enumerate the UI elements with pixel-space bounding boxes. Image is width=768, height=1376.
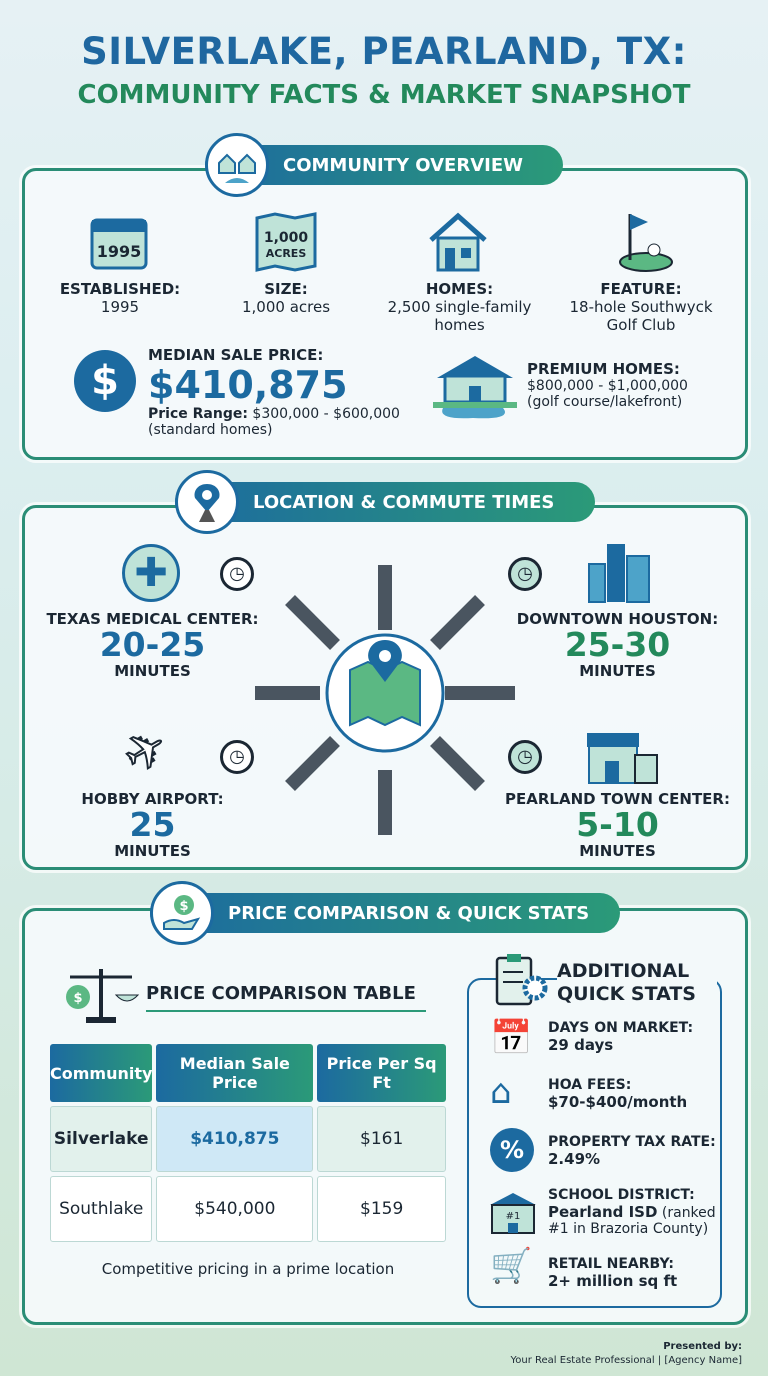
city-skyline-icon: [588, 544, 650, 603]
table-cell: $161: [317, 1106, 446, 1172]
table-title: PRICE COMPARISON TABLE: [146, 983, 426, 1012]
hand-dollar-icon: $: [150, 881, 214, 945]
table-row: Southlake $540,000 $159: [50, 1176, 446, 1242]
stat-days-on-market: DAYS ON MARKET: 29 days: [548, 1020, 694, 1054]
median-price-block: MEDIAN SALE PRICE: $410,875 Price Range:…: [148, 346, 400, 438]
svg-text:$: $: [73, 991, 82, 1006]
premium-label: PREMIUM HOMES:: [527, 360, 680, 378]
price-table: Community Median Sale Price Price Per Sq F…: [46, 1040, 450, 1246]
scale-icon: $: [66, 969, 140, 1023]
column-header: Community: [50, 1044, 153, 1102]
calendar-check-icon: 📅: [490, 1018, 533, 1058]
clock-icon: ◷: [220, 740, 254, 774]
median-value: $410,875: [148, 363, 348, 407]
clock-icon: ◷: [508, 740, 542, 774]
clock-icon: ◷: [220, 557, 254, 591]
overview-banner: COMMUNITY OVERVIEW: [205, 133, 563, 197]
prices-title: PRICE COMPARISON & QUICK STATS: [228, 902, 590, 924]
table-cell: $159: [317, 1176, 446, 1242]
golf-flag-icon: [618, 210, 674, 276]
neighborhood-icon: [205, 133, 269, 197]
dollar-icon: $: [74, 350, 136, 412]
title-line2: COMMUNITY FACTS & MARKET SNAPSHOT: [77, 80, 691, 110]
stat-retail: RETAIL NEARBY: 2+ million sq ft: [548, 1256, 678, 1290]
house-dollar-icon: ⌂: [490, 1072, 512, 1112]
premium-value: $800,000 - $1,000,000: [527, 378, 688, 394]
title-line1: SILVERLAKE, PEARLAND, TX:: [81, 30, 687, 73]
svg-text:$: $: [179, 899, 188, 914]
medical-cross-icon: ✚: [122, 544, 180, 602]
footer: Presented by: Your Real Estate Professio…: [511, 1340, 743, 1368]
percent-badge-icon: %: [490, 1128, 534, 1172]
calendar-icon: 1995: [90, 212, 150, 274]
table-header-row: Community Median Sale Price Price Per Sq F…: [50, 1044, 446, 1102]
svg-text:#1: #1: [506, 1211, 521, 1222]
range-note: (standard homes): [148, 422, 273, 438]
column-header: Price Per Sq Ft: [317, 1044, 446, 1102]
svg-text:1995: 1995: [97, 242, 142, 261]
column-header: Median Sale Price: [156, 1044, 314, 1102]
commute-downtown: DOWNTOWN HOUSTON: 25-30 MINUTES: [516, 610, 719, 680]
house-icon: [425, 210, 491, 276]
commute-town-center: PEARLAND TOWN CENTER: 5-10 MINUTES: [505, 790, 730, 860]
table-cell: Southlake: [50, 1176, 153, 1242]
footer-agent: Your Real Estate Professional | [Agency …: [510, 1355, 743, 1366]
commute-airport: HOBBY AIRPORT: 25 MINUTES: [81, 790, 224, 860]
svg-text:1,000: 1,000: [264, 230, 309, 246]
roads-graphic: [255, 565, 515, 835]
prices-banner: $ PRICE COMPARISON & QUICK STATS: [150, 881, 620, 945]
footer-presented: Presented by:: [663, 1341, 742, 1352]
map-icon: 1,000 ACRES: [255, 212, 317, 276]
school-icon: #1: [490, 1193, 536, 1234]
fact-homes: HOMES: 2,500 single-family homes: [387, 280, 532, 334]
fact-feature: FEATURE: 18-hole Southwyck Golf Club: [569, 280, 713, 334]
fact-size: SIZE: 1,000 acres: [241, 280, 331, 316]
clock-icon: ◷: [508, 557, 542, 591]
table-cell: Silverlake: [50, 1106, 153, 1172]
range-value: $300,000 - $600,000: [252, 406, 400, 422]
stat-school: SCHOOL DISTRICT: Pearland ISD (ranked #1 …: [548, 1187, 716, 1237]
quick-stats-title: ADDITIONAL QUICK STATS: [557, 960, 717, 1006]
table-cell: $410,875: [156, 1106, 314, 1172]
range-label: Price Range:: [148, 406, 248, 422]
premium-block: PREMIUM HOMES: $800,000 - $1,000,000 (go…: [527, 360, 688, 410]
map-pin-road-icon: [175, 470, 239, 534]
table-caption: Competitive pricing in a prime location: [101, 1260, 395, 1278]
median-label: MEDIAN SALE PRICE:: [148, 346, 324, 364]
premium-note: (golf course/lakefront): [527, 394, 683, 410]
commute-banner: LOCATION & COMMUTE TIMES: [175, 470, 595, 534]
commute-title: LOCATION & COMMUTE TIMES: [253, 491, 555, 513]
stat-hoa: HOA FEES: $70-$400/month: [548, 1077, 688, 1111]
overview-title: COMMUNITY OVERVIEW: [283, 154, 523, 176]
shopping-cart-icon: 🛒: [490, 1246, 533, 1286]
shop-icon: [587, 733, 658, 784]
overview-panel: [22, 168, 748, 460]
fact-established: ESTABLISHED: 1995: [59, 280, 181, 316]
stat-tax: PROPERTY TAX RATE: 2.49%: [548, 1134, 716, 1168]
svg-text:ACRES: ACRES: [266, 247, 307, 260]
clipboard-gear-icon: [495, 954, 548, 1006]
table-cell: $540,000: [156, 1176, 314, 1242]
commute-medical: TEXAS MEDICAL CENTER: 20-25 MINUTES: [46, 610, 259, 680]
table-row: Silverlake $410,875 $161: [50, 1106, 446, 1172]
premium-house-icon: [433, 352, 517, 424]
